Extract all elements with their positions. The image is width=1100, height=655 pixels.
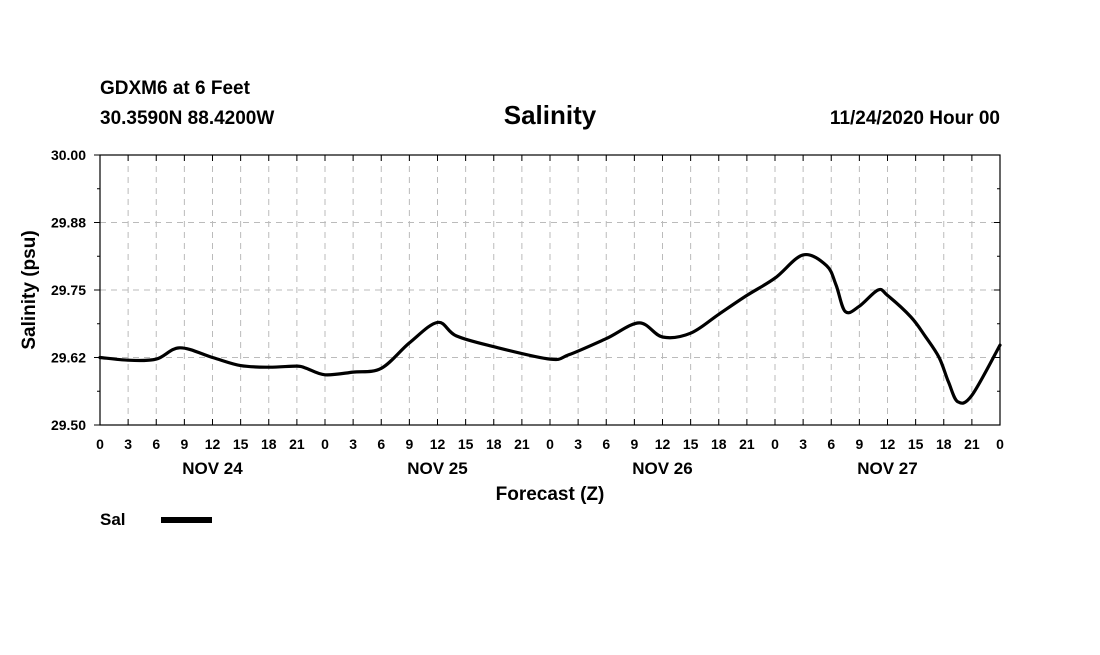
x-tick-label: 15 — [233, 436, 249, 452]
y-tick-label: 29.88 — [51, 215, 86, 231]
x-tick-label: 0 — [996, 436, 1004, 452]
x-tick-label: 21 — [739, 436, 755, 452]
x-tick-label: 15 — [908, 436, 924, 452]
x-tick-label: 3 — [349, 436, 357, 452]
x-tick-label: 3 — [124, 436, 132, 452]
x-tick-label: 18 — [936, 436, 952, 452]
y-axis-tick-labels: 29.50 29.62 29.75 29.88 30.00 — [51, 147, 86, 433]
x-tick-label: 3 — [799, 436, 807, 452]
x-tick-label: 0 — [96, 436, 104, 452]
x-tick-label: 9 — [180, 436, 188, 452]
y-tick-label: 30.00 — [51, 147, 86, 163]
date-label: NOV 24 — [182, 459, 243, 478]
x-tick-label: 15 — [683, 436, 699, 452]
x-axis-tick-labels: 0 3 6 9 12 15 18 21 0 3 6 9 12 15 18 21 0 3 6 9 12 15 18 21 0 3 6 9… — [96, 436, 1004, 452]
legend: Sal — [100, 510, 212, 529]
x-tick-label: 18 — [711, 436, 727, 452]
x-tick-label: 6 — [152, 436, 160, 452]
x-tick-label: 9 — [855, 436, 863, 452]
x-tick-label: 18 — [486, 436, 502, 452]
x-tick-label: 21 — [289, 436, 305, 452]
date-labels: NOV 24 NOV 25 NOV 26 NOV 27 — [182, 459, 917, 478]
date-label: NOV 27 — [857, 459, 917, 478]
y-tick-label: 29.75 — [51, 282, 86, 298]
x-tick-label: 21 — [514, 436, 530, 452]
x-tick-label: 0 — [321, 436, 329, 452]
legend-label: Sal — [100, 510, 126, 529]
x-tick-label: 6 — [377, 436, 385, 452]
x-tick-label: 0 — [771, 436, 779, 452]
station-label: GDXM6 at 6 Feet — [100, 78, 251, 99]
x-tick-label: 6 — [827, 436, 835, 452]
location-label: 30.3590N 88.4200W — [100, 108, 274, 129]
x-tick-label: 21 — [964, 436, 980, 452]
x-tick-label: 12 — [655, 436, 671, 452]
x-tick-label: 12 — [430, 436, 446, 452]
date-label: NOV 26 — [632, 459, 692, 478]
x-tick-label: 15 — [458, 436, 474, 452]
series-line-sal — [98, 252, 1002, 405]
y-tick-label: 29.62 — [51, 350, 86, 366]
x-tick-label: 12 — [205, 436, 221, 452]
x-tick-label: 9 — [405, 436, 413, 452]
x-tick-label: 9 — [630, 436, 638, 452]
series-layer — [98, 252, 1002, 405]
grid-lines — [100, 155, 1000, 425]
chart-title: Salinity — [504, 100, 597, 130]
x-tick-label: 18 — [261, 436, 277, 452]
x-tick-label: 3 — [574, 436, 582, 452]
y-tick-label: 29.50 — [51, 417, 86, 433]
y-axis-label: Salinity (psu) — [19, 230, 40, 349]
x-axis-label: Forecast (Z) — [496, 484, 605, 505]
x-tick-label: 0 — [546, 436, 554, 452]
x-tick-label: 6 — [602, 436, 610, 452]
x-tick-label: 12 — [880, 436, 896, 452]
date-label: NOV 25 — [407, 459, 467, 478]
forecast-datetime: 11/24/2020 Hour 00 — [830, 108, 1000, 129]
